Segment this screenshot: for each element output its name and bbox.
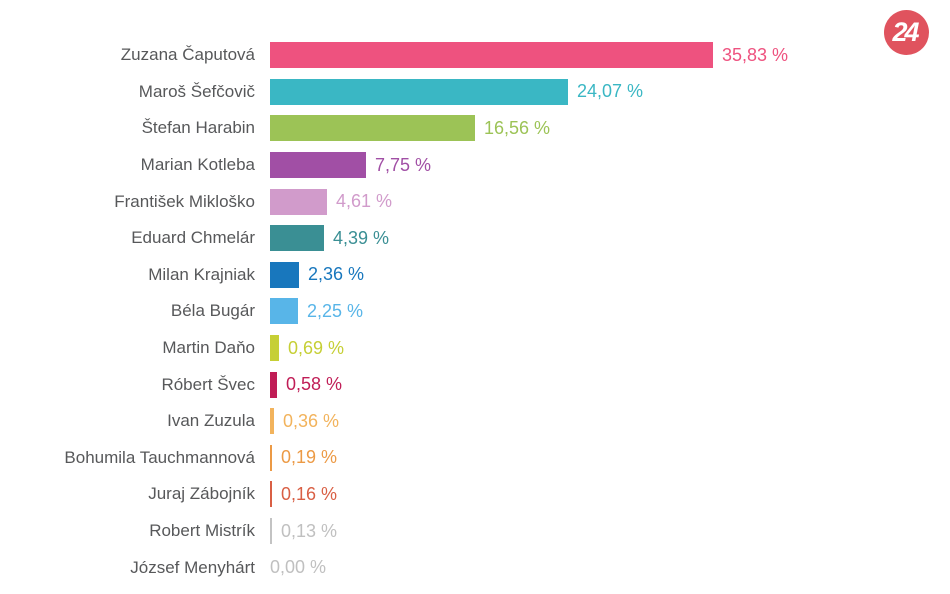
chart-row: Juraj Zábojník 0,16 % bbox=[0, 476, 950, 513]
bar-area: 35,83 % bbox=[270, 37, 950, 74]
bar-area: 0,19 % bbox=[270, 440, 950, 477]
candidate-label: František Mikloško bbox=[114, 191, 255, 211]
bar bbox=[270, 152, 366, 179]
bar-area: 24,07 % bbox=[270, 74, 950, 111]
chart-row: Maroš Šefčovič 24,07 % bbox=[0, 74, 950, 111]
chart-row: Robert Mistrík 0,13 % bbox=[0, 513, 950, 550]
election-results-bar-chart: Zuzana Čaputová 35,83 % Maroš Šefčovič 24,0… bbox=[0, 37, 950, 586]
candidate-label: Štefan Harabin bbox=[141, 118, 255, 138]
candidate-label: Milan Krajniak bbox=[148, 264, 255, 284]
chart-row: František Mikloško 4,61 % bbox=[0, 183, 950, 220]
chart-row: Štefan Harabin 16,56 % bbox=[0, 110, 950, 147]
value-label: 0,00 % bbox=[270, 557, 327, 578]
bar bbox=[270, 335, 279, 362]
bar-area: 4,39 % bbox=[270, 220, 950, 257]
bar bbox=[270, 261, 299, 288]
candidate-label: Eduard Chmelár bbox=[131, 228, 255, 248]
bar-area: 0,16 % bbox=[270, 476, 950, 513]
chart-row: Bohumila Tauchmannová 0,19 % bbox=[0, 440, 950, 477]
value-label: 0,58 % bbox=[286, 374, 343, 395]
bar bbox=[270, 408, 274, 435]
value-label: 4,61 % bbox=[336, 191, 393, 212]
logo-24-text: 24 bbox=[892, 17, 919, 47]
value-label: 16,56 % bbox=[484, 117, 551, 138]
bar bbox=[270, 42, 713, 69]
bar-area: 2,25 % bbox=[270, 293, 950, 330]
bar-area: 16,56 % bbox=[270, 110, 950, 147]
chart-row: Martin Daňo 0,69 % bbox=[0, 330, 950, 367]
chart-row: Ivan Zuzula 0,36 % bbox=[0, 403, 950, 440]
chart-row: Zuzana Čaputová 35,83 % bbox=[0, 37, 950, 74]
bar bbox=[270, 225, 324, 252]
candidate-label: Béla Bugár bbox=[170, 301, 255, 321]
bar bbox=[270, 444, 272, 471]
bar bbox=[270, 518, 272, 545]
bar bbox=[270, 115, 475, 142]
logo-24-badge: 24 bbox=[884, 10, 929, 55]
value-label: 0,69 % bbox=[288, 337, 345, 358]
bar-area: 0,00 % bbox=[270, 549, 950, 586]
value-label: 35,83 % bbox=[722, 44, 789, 65]
bar-area: 4,61 % bbox=[270, 183, 950, 220]
candidate-label: Robert Mistrík bbox=[149, 521, 255, 541]
value-label: 4,39 % bbox=[333, 227, 390, 248]
value-label: 2,25 % bbox=[307, 300, 364, 321]
candidate-label: Zuzana Čaputová bbox=[120, 45, 255, 65]
bar bbox=[270, 188, 327, 215]
candidate-label: Martin Daňo bbox=[162, 338, 255, 358]
candidate-label: Maroš Šefčovič bbox=[138, 81, 255, 101]
bar-area: 2,36 % bbox=[270, 257, 950, 294]
candidate-label: Marian Kotleba bbox=[140, 155, 255, 175]
bar-area: 0,13 % bbox=[270, 513, 950, 550]
bar bbox=[270, 78, 568, 105]
candidate-label: Ivan Zuzula bbox=[167, 411, 255, 431]
bar bbox=[270, 481, 272, 508]
value-label: 24,07 % bbox=[577, 81, 644, 102]
candidate-label: József Menyhárt bbox=[130, 557, 255, 577]
bar-area: 0,69 % bbox=[270, 330, 950, 367]
candidate-label: Róbert Švec bbox=[161, 374, 255, 394]
chart-row: Béla Bugár 2,25 % bbox=[0, 293, 950, 330]
value-label: 0,36 % bbox=[283, 410, 340, 431]
value-label: 0,13 % bbox=[281, 520, 338, 541]
candidate-label: Bohumila Tauchmannová bbox=[64, 447, 255, 467]
candidate-label: Juraj Zábojník bbox=[148, 484, 255, 504]
chart-row: Róbert Švec 0,58 % bbox=[0, 366, 950, 403]
chart-row: Milan Krajniak 2,36 % bbox=[0, 257, 950, 294]
bar bbox=[270, 298, 298, 325]
value-label: 0,19 % bbox=[281, 447, 338, 468]
value-label: 0,16 % bbox=[281, 483, 338, 504]
bar-area: 7,75 % bbox=[270, 147, 950, 184]
chart-row: Eduard Chmelár 4,39 % bbox=[0, 220, 950, 257]
chart-row: Marian Kotleba 7,75 % bbox=[0, 147, 950, 184]
value-label: 2,36 % bbox=[308, 264, 365, 285]
bar bbox=[270, 371, 277, 398]
chart-row: József Menyhárt 0,00 % bbox=[0, 549, 950, 586]
bar-area: 0,36 % bbox=[270, 403, 950, 440]
value-label: 7,75 % bbox=[375, 154, 432, 175]
bar-area: 0,58 % bbox=[270, 366, 950, 403]
